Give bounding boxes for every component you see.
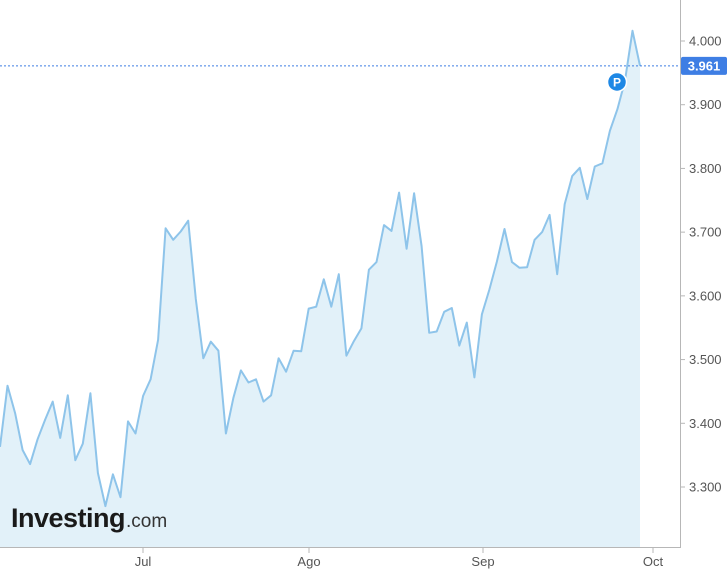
area-fill xyxy=(0,30,640,548)
area-layer xyxy=(0,30,640,548)
event-marker-label: P xyxy=(613,76,621,90)
overlay-layer: 3.961 P xyxy=(0,56,727,93)
y-tick-label: 3.900 xyxy=(689,97,722,112)
last-price-badge xyxy=(681,56,727,75)
axis-layer xyxy=(0,0,681,548)
event-marker[interactable] xyxy=(606,71,628,93)
series-line xyxy=(0,29,641,508)
x-tick-label: Jul xyxy=(135,554,152,569)
y-tick-label: 3.700 xyxy=(689,225,722,240)
y-axis-ticks: 3.300 3.400 3.500 3.600 3.700 3.800 3.900 4.000 xyxy=(680,34,722,495)
investing-logo: Investing .com xyxy=(11,503,167,533)
x-tick-label: Ago xyxy=(297,554,320,569)
y-tick-label: 3.600 xyxy=(689,288,722,303)
x-axis-ticks: Jul Ago Sep Oct xyxy=(135,547,664,569)
logo-suffix: .com xyxy=(126,511,167,532)
y-tick-label: 4.000 xyxy=(689,34,722,49)
y-tick-label: 3.800 xyxy=(689,161,722,176)
last-price-label: 3.961 xyxy=(688,58,721,73)
y-tick-label: 3.300 xyxy=(689,480,722,495)
logo-text: Investing xyxy=(11,503,125,533)
x-tick-label: Oct xyxy=(643,554,664,569)
x-tick-label: Sep xyxy=(471,554,494,569)
y-tick-label: 3.500 xyxy=(689,352,722,367)
line-layer xyxy=(0,29,641,508)
y-tick-label: 3.400 xyxy=(689,416,722,431)
